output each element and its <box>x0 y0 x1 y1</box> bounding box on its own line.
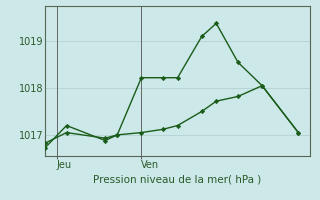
X-axis label: Pression niveau de la mer( hPa ): Pression niveau de la mer( hPa ) <box>93 174 262 184</box>
